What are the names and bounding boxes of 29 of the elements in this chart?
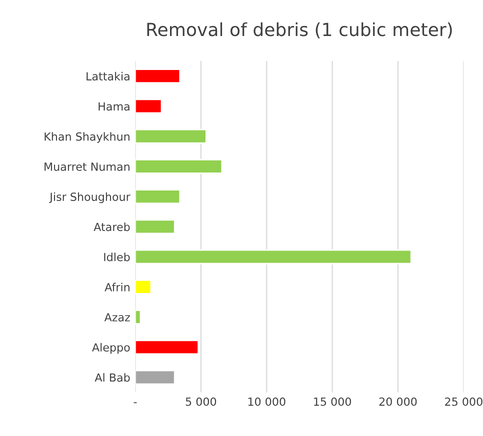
y-tick-label: Atareb: [94, 222, 130, 232]
bar: [135, 370, 176, 385]
y-tick-label: Afrin: [104, 282, 130, 292]
x-tick-label: 25 000: [445, 397, 482, 406]
bar: [135, 98, 162, 114]
y-tick-label: Al Bab: [94, 373, 130, 382]
bar: [135, 68, 181, 84]
y-tick-label: Hama: [98, 102, 130, 111]
y-tick-label: Aleppo: [92, 342, 130, 354]
y-tick-label: Azaz: [104, 313, 130, 322]
y-tick-label: Lattakia: [86, 72, 130, 80]
bar: [135, 128, 207, 144]
y-tick-label: Idleb: [104, 252, 130, 262]
bar: [135, 159, 223, 174]
bar: [135, 189, 181, 204]
y-tick-label: Khan Shaykhun: [44, 132, 130, 143]
x-tick-label: 5 000: [186, 397, 216, 406]
bar: [135, 219, 176, 234]
x-tick-label: -: [134, 402, 137, 404]
bar: [135, 340, 199, 355]
y-tick-label: Jisr Shoughour: [49, 192, 130, 204]
y-tick-label: Muarret Numan: [44, 162, 130, 171]
x-tick-label: 20 000: [379, 397, 417, 406]
bar: [135, 279, 152, 294]
chart-title: Removal of debris (1 cubic meter): [147, 22, 452, 38]
x-tick-label: 15 000: [314, 397, 352, 406]
x-tick-label: 10 000: [248, 397, 286, 406]
bar: [135, 249, 412, 264]
bar: [135, 310, 142, 325]
